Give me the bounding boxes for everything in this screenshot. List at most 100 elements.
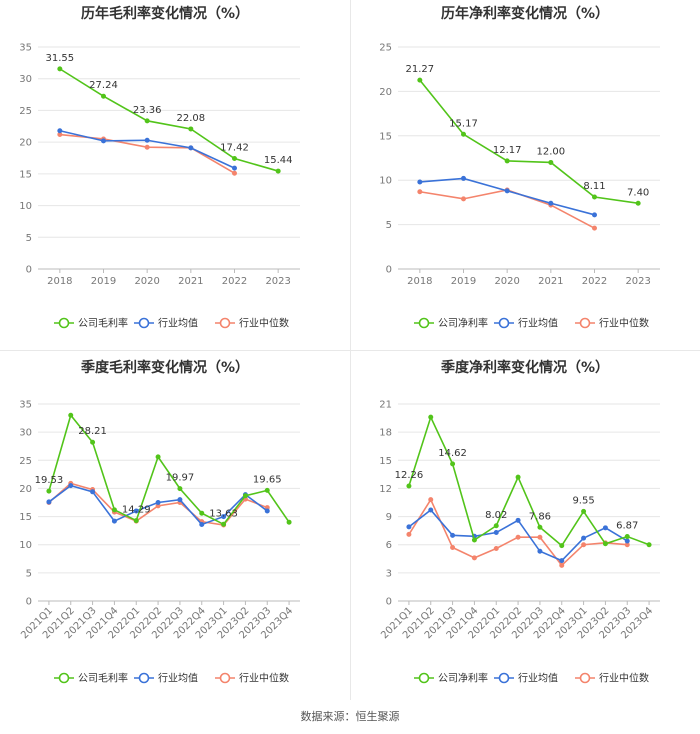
quarterly-gross-legend-label: 行业中位数: [239, 672, 289, 685]
quarterly-gross-series-point-0: [264, 487, 270, 493]
annual-gross-y-tick-label: 0: [26, 265, 32, 276]
annual-net-data-label: 12.00: [537, 146, 566, 157]
quarterly-gross-data-label: 19.53: [35, 475, 64, 486]
quarterly-net-series-point-2: [406, 531, 412, 537]
quarterly-gross-series-point-1: [199, 521, 205, 527]
horizontal-divider: [0, 350, 700, 351]
quarterly-net-series-point-2: [428, 497, 434, 503]
annual-gross-series-point-1: [188, 145, 194, 151]
annual-net-x-tick-label: 2018: [407, 276, 432, 287]
annual-net-series-line-0: [419, 79, 639, 205]
quarterly-gross-series-point-1: [46, 499, 52, 505]
annual-net-series-point-0: [461, 131, 466, 137]
annual-gross-series-point-0: [232, 156, 237, 162]
quarterly-net-series-point-1: [515, 517, 521, 523]
quarterly-net-series-point-0: [471, 537, 477, 543]
annual-net-series-point-1: [548, 200, 554, 206]
quarterly-net-series-point-0: [602, 541, 608, 547]
annual-gross-y-tick-label: 10: [19, 201, 32, 212]
quarterly-net-series-line-0: [408, 414, 650, 547]
quarterly-net-data-label: 8.02: [485, 510, 507, 521]
annual-net-data-label: 8.11: [583, 181, 605, 192]
quarterly-gross-series-point-0: [68, 412, 74, 418]
annual-gross-legend-label: 公司毛利率: [78, 317, 128, 330]
quarterly-net-series-point-1: [537, 548, 543, 554]
quarterly-net-series-point-1: [602, 525, 608, 531]
annual-gross-x-tick-label: 2021: [178, 276, 203, 287]
quarterly-net-legend-marker: [418, 672, 430, 684]
quarterly-gross-series-point-1: [155, 500, 161, 505]
quarterly-net-series-point-1: [450, 532, 456, 538]
quarterly-net-series-point-0: [515, 474, 521, 480]
annual-gross-data-label: 27.24: [89, 80, 118, 91]
annual-gross-x-tick-label: 2022: [222, 276, 247, 287]
annual-net-series-point-1: [592, 212, 597, 218]
annual-gross-y-tick-label: 5: [26, 233, 32, 244]
quarterly-net-legend-label: 公司净利率: [438, 672, 488, 685]
quarterly-net-y-tick-label: 12: [379, 484, 392, 495]
annual-gross-title: 历年毛利率变化情况（%）: [81, 5, 249, 22]
annual-net-legend-marker: [498, 317, 510, 329]
annual-gross-series-point-0: [144, 118, 150, 124]
annual-net-series-point-0: [504, 158, 510, 164]
annual-gross-data-label: 15.44: [264, 155, 293, 166]
annual-gross-legend-marker: [219, 317, 231, 329]
annual-net-data-label: 12.17: [493, 145, 522, 156]
quarterly-net-data-label: 7.86: [529, 511, 551, 522]
annual-net-series-point-0: [592, 194, 597, 200]
quarterly-net-series-point-1: [559, 558, 565, 564]
quarterly-net-y-tick-label: 9: [386, 512, 392, 523]
annual-net-title: 历年净利率变化情况（%）: [441, 5, 609, 22]
annual-gross-chart: 历年毛利率变化情况（%） 0 5 10 15 20 25 30 35 2018 2019 2020 20…: [19, 5, 300, 330]
quarterly-net-series-point-1: [581, 535, 587, 541]
annual-gross-data-label: 22.08: [177, 113, 206, 124]
quarterly-gross-series-point-0: [46, 488, 52, 494]
quarterly-net-data-label: 12.26: [395, 470, 424, 481]
quarterly-gross-chart: 季度毛利率变化情况（%）051015202530352021Q12021Q220…: [19, 359, 300, 685]
quarterly-net-y-tick-label: 0: [386, 597, 392, 608]
quarterly-net-legend-label: 行业中位数: [599, 672, 649, 685]
annual-gross-x-tick-label: 2023: [265, 276, 290, 287]
annual-net-series-point-2: [592, 225, 597, 231]
quarterly-net-y-tick-label: 18: [379, 428, 392, 439]
quarterly-gross-series-point-1: [90, 489, 96, 495]
quarterly-gross-series-point-0: [133, 518, 139, 524]
annual-net-x-tick-label: 2023: [625, 276, 650, 287]
quarterly-net-series-point-0: [537, 524, 543, 530]
annual-net-series-point-0: [548, 159, 554, 165]
annual-net-x-tick-label: 2019: [451, 276, 476, 287]
quarterly-gross-series-point-0: [242, 493, 248, 499]
annual-gross-y-tick-label: 15: [19, 169, 32, 180]
annual-gross-x-tick-label: 2020: [134, 276, 159, 287]
annual-net-series-line-2: [419, 189, 595, 229]
quarterly-gross-legend-marker: [58, 672, 70, 684]
quarterly-gross-series-line-0: [48, 413, 290, 526]
quarterly-gross-series-point-1: [111, 518, 117, 524]
quarterly-net-series-point-1: [624, 538, 630, 544]
annual-net-legend-marker: [418, 317, 430, 329]
quarterly-net-series-point-1: [406, 524, 412, 530]
annual-net-y-tick-label: 10: [379, 176, 392, 187]
quarterly-net-series-point-2: [450, 545, 456, 551]
annual-net-x-tick-label: 2021: [538, 276, 563, 287]
quarterly-gross-y-tick-label: 30: [19, 428, 32, 439]
quarterly-net-series-point-2: [581, 542, 587, 548]
annual-net-y-tick-label: 5: [386, 220, 392, 231]
annual-net-data-label: 7.40: [627, 187, 649, 198]
annual-gross-series-point-1: [57, 128, 63, 134]
annual-net-x-tick-label: 2022: [582, 276, 607, 287]
quarterly-net-series-point-2: [471, 555, 477, 561]
quarterly-net-series-point-0: [581, 508, 587, 514]
quarterly-net-data-label: 6.87: [616, 521, 638, 532]
quarterly-gross-series-point-0: [177, 486, 183, 492]
quarterly-net-series-point-0: [624, 534, 630, 540]
quarterly-gross-y-tick-label: 35: [19, 400, 32, 411]
quarterly-gross-series-point-1: [133, 508, 139, 514]
annual-net-legend-label: 行业中位数: [599, 317, 649, 330]
quarterly-gross-y-tick-label: 15: [19, 512, 32, 523]
annual-net-y-tick-label: 0: [386, 265, 392, 276]
quarterly-net-y-tick-label: 6: [386, 540, 392, 551]
quarterly-gross-series-point-0: [221, 521, 227, 527]
annual-gross-legend-marker: [138, 317, 150, 329]
quarterly-gross-series-point-0: [199, 510, 205, 516]
